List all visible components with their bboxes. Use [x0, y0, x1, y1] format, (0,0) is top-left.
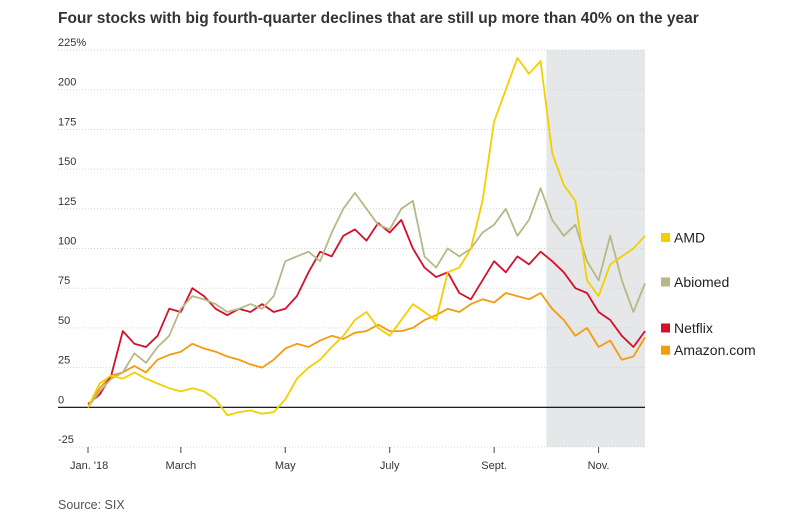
- y-tick-label: 200: [58, 77, 76, 89]
- y-tick-label: 225%: [58, 37, 86, 49]
- legend-swatch-netflix: [661, 323, 670, 333]
- series-line-netflix: [87, 219, 646, 405]
- x-tick-label: Nov.: [588, 460, 610, 472]
- y-tick-label: 25: [58, 355, 70, 367]
- x-tick-label: May: [275, 460, 296, 472]
- gridlines: [58, 49, 645, 448]
- legend-swatch-abiomed: [661, 277, 670, 287]
- legend-label-abiomed: Abiomed: [674, 274, 729, 290]
- legend-swatch-amazon-com: [661, 345, 670, 355]
- chart-title: Four stocks with big fourth-quarter decl…: [58, 10, 699, 27]
- x-tick-label: March: [166, 460, 197, 472]
- legend-label-netflix: Netflix: [674, 320, 713, 336]
- y-tick-label: -25: [58, 434, 74, 446]
- y-tick-label: 175: [58, 116, 76, 128]
- series-line-abiomed: [87, 187, 646, 408]
- legend-swatch-amd: [661, 232, 670, 242]
- x-axis-ticks: Jan. '18 March May July Sept. Nov.: [70, 447, 609, 472]
- series-line-amazon-com: [87, 292, 646, 408]
- y-axis-ticks: -25 0 25 50 75 100 125 150 175 200 225%: [58, 37, 86, 446]
- y-tick-label: 150: [58, 156, 76, 168]
- legend-label-amazon-com: Amazon.com: [674, 342, 756, 358]
- source-note: Source: SIX: [58, 498, 125, 512]
- series-line-amd: [87, 57, 646, 417]
- legend: AMD Abiomed Netflix Amazon.com: [661, 229, 756, 358]
- y-tick-label: 75: [58, 275, 70, 287]
- x-tick-label: Jan. '18: [70, 460, 108, 472]
- legend-label-amd: AMD: [674, 229, 705, 245]
- y-tick-label: 125: [58, 196, 76, 208]
- x-tick-label: July: [380, 460, 400, 472]
- x-tick-label: Sept.: [481, 460, 507, 472]
- series-lines: [87, 57, 646, 417]
- y-tick-label: 50: [58, 315, 70, 327]
- y-tick-label: 0: [58, 394, 64, 406]
- y-tick-label: 100: [58, 236, 76, 248]
